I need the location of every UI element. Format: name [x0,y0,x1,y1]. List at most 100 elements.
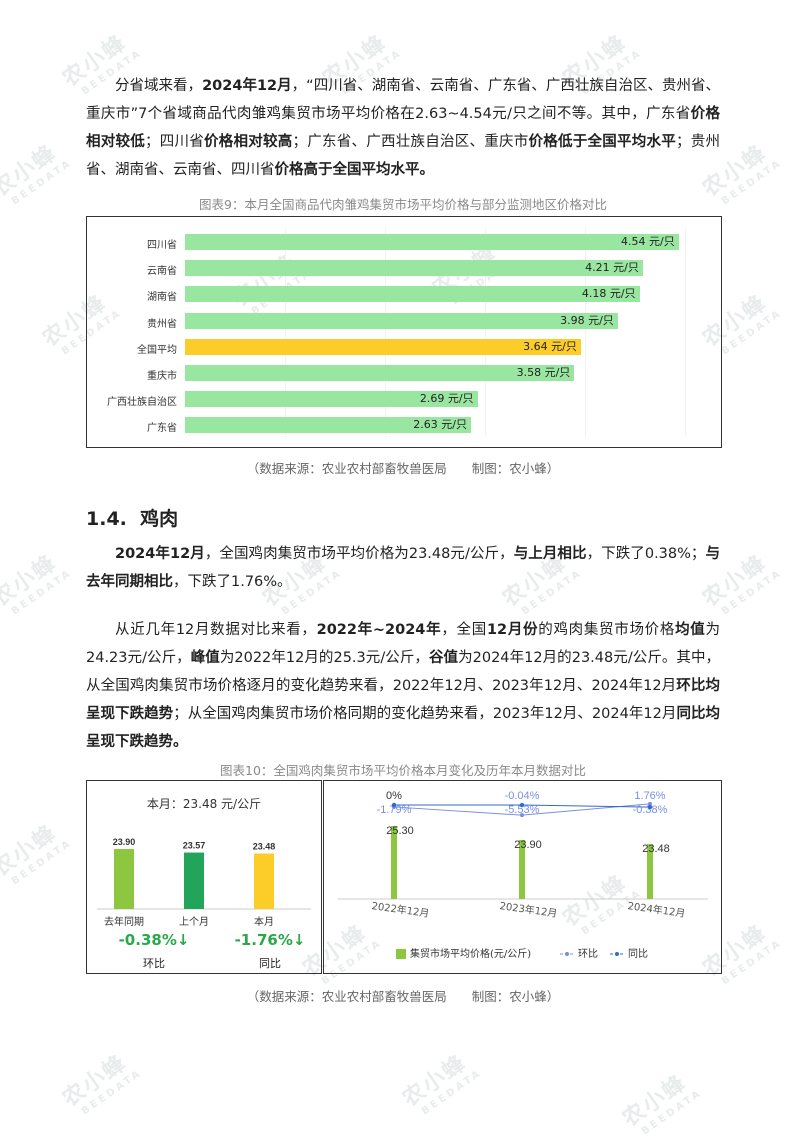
body-text: ；广东省、广西壮族自治区、重庆市 [292,134,529,150]
body-text: ，“四川省、湖南省、云南省、广东省、广西壮族自治区、贵州省、重庆市”7个省域商品… [86,78,721,122]
gridline [585,227,586,437]
column-category-label: 上个月 [179,916,209,928]
hbar-plot-area: 四川省 4.54 元/只 云南省 4.21 元/只 湖南省 4.18 元/只 贵州省 3.98… [87,217,721,447]
bar-value-label: 3.64 元/只 [523,339,577,353]
column-value-label: 23.48 [253,842,276,852]
yoy-point-label: -0.04% [505,790,540,802]
paragraph-province-summary: 分省域来看，2024年12月，“四川省、湖南省、云南省、广东省、广西壮族自治区、… [86,72,720,184]
body-text: ，下跌了0.38%； [586,546,706,562]
bar-value-label: 4.18 元/只 [581,287,636,301]
figure10-caption: 图表10：全国鸡肉集贸市场平均价格本月变化及历年本月数据对比 [220,763,586,778]
emphasis-text: 同比均呈现下跌趋势。 [86,706,721,750]
history-bar-label: 23.90 [514,839,542,851]
bar-category-label: 四川省 [147,240,177,251]
history-bar-label: 23.48 [642,843,670,855]
emphasis-text: 价格低于全国平均水平 [528,134,677,150]
section-title: 鸡肉 [140,508,179,530]
body-text: ，全国 [441,622,487,638]
legend-mom-label: 环比 [578,948,598,960]
emphasis-text: 均值 [675,622,706,638]
emphasis-text: 价格高于全国平均水平。 [274,162,435,178]
column-2 [254,853,274,909]
figure9-source: （数据来源：农业农村部畜牧兽医局 制图：农小蜂） [246,461,560,476]
body-text: 分省域来看， [115,78,203,94]
emphasis-text: 2024年12月 [115,546,205,562]
bar-6: 2.69 元/只 [185,391,478,408]
emphasis-text: 与上月相比 [513,546,587,562]
emphasis-text: 2022年~2024年 [316,622,442,638]
mom-point [648,801,652,806]
history-category-label: 2024年12月 [627,899,686,920]
history-bar-2 [647,844,653,899]
body-text: ；贵州省、湖南省、云南省、四川省 [86,134,720,178]
body-text: 从近几年12月数据对比来看， [115,622,317,638]
body-text: 为2022年12月的25.3元/公斤， [219,650,429,666]
body-text: 为24.23元/公斤， [86,622,721,666]
gridline [485,227,486,437]
monthly-compare-chart: 23.90 去年同期 23.57 上个月 23.48 本月 [97,837,311,928]
legend-bar-swatch [396,949,406,959]
mom-point [520,813,524,818]
paragraph-chicken-history: 从近几年12月数据对比来看，2022年~2024年，全国12月份的鸡肉集贸市场价… [86,616,720,756]
legend-mom-dot [565,952,569,956]
bar-value-label: 2.69 元/只 [419,392,474,406]
yoy-change-label: 同比 [259,957,281,970]
figure10-left-panel: 本月：23.48 元/公斤 23.90 去年同期 23.57 上个月 23.48 本月 -… [86,780,322,974]
figure9-chart: 四川省 4.54 元/只 云南省 4.21 元/只 湖南省 4.18 元/只 贵州省 3.98… [86,216,722,448]
bar-value-label: 3.58 元/只 [516,366,571,379]
emphasis-text: 2024年12月 [202,78,292,94]
bar-2: 4.18 元/只 [185,286,640,303]
gridline [285,227,286,437]
bar-value-label: 3.98 元/只 [560,313,614,327]
bar-category-label: 广东省 [147,423,177,435]
bar-category-label: 重庆市 [147,371,177,382]
legend-yoy-label: 同比 [628,948,648,960]
bar-category-label: 湖南省 [147,292,177,304]
history-compare-chart: 25.30 2022年12月 23.90 2023年12月 23.48 2024年12月 -… [338,790,708,960]
yoy-point [519,802,525,808]
paragraph-chicken-monthly: 2024年12月，全国鸡肉集贸市场平均价格为23.48元/公斤，与上月相比，下跌… [86,540,720,596]
bar-category-label: 云南省 [147,266,177,278]
legend-bar-label: 集贸市场平均价格(元/公斤) [410,947,531,960]
figure10-source: （数据来源：农业农村部畜牧兽医局 制图：农小蜂） [246,989,560,1004]
mom-change-label: 环比 [143,957,165,970]
yoy-point-label: 0% [386,790,402,802]
bar-value-label: 2.63 元/只 [413,418,467,432]
figure9-caption: 图表9：本月全国商品代肉雏鸡集贸市场平均价格与部分监测地区价格对比 [199,197,607,212]
column-0 [114,849,134,909]
bar-4: 3.64 元/只 [185,338,581,355]
column-category-label: 去年同期 [104,915,144,928]
bar-1: 4.21 元/只 [185,260,643,277]
yoy-change-value: -1.76%↓ [234,931,306,949]
figure10-right-panel: 25.30 2022年12月 23.90 2023年12月 23.48 2024年12月 -… [323,780,722,974]
emphasis-text: 价格相对较低 [86,106,720,150]
current-price-title: 本月：23.48 元/公斤 [146,797,262,811]
section-number: 1.4. [86,508,127,530]
column-value-label: 23.57 [183,841,206,851]
bar-category-label: 贵州省 [147,318,177,330]
bar-category-label: 全国平均 [137,344,177,356]
emphasis-text: 环比均呈现下跌趋势 [86,678,720,722]
body-text: 为2024年12月的23.48元/公斤。其中，从全国鸡肉集贸市场价格逐月的变化趋… [86,650,721,694]
mom-point-label: -0.38% [633,804,668,816]
body-text: ；四川省 [145,134,204,150]
column-1 [184,852,204,909]
gridline [385,227,386,437]
history-category-label: 2022年12月 [371,899,430,920]
body-text: ，下跌了1.76%。 [173,574,292,590]
body-text: 的鸡肉集贸市场价格 [538,622,676,638]
bar-category-label: 广西壮族自治区 [107,397,177,409]
legend-yoy-dot [615,952,619,956]
bar-3: 3.98 元/只 [185,312,618,329]
history-bar-label: 25.30 [386,825,414,837]
history-category-label: 2023年12月 [499,899,558,920]
body-text: ，全国鸡肉集贸市场平均价格为23.48元/公斤， [204,546,514,562]
yoy-point-label: 1.76% [634,790,665,802]
column-category-label: 本月 [254,915,274,928]
